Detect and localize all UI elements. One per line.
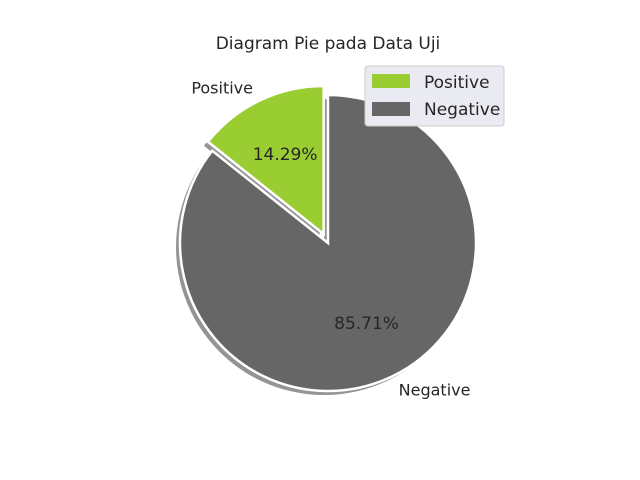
pct-label-negative: 85.71%	[334, 314, 399, 334]
name-label-negative: Negative	[399, 381, 471, 400]
legend-label-negative: Negative	[424, 100, 500, 120]
pct-label-positive: 14.29%	[253, 145, 318, 165]
pie-slice-positive	[206, 84, 325, 237]
slice-labels: 14.29% Positive 85.71% Negative	[191, 78, 470, 399]
pie-slice-negative	[178, 93, 478, 393]
chart-title: Diagram Pie pada Data Uji	[216, 34, 441, 54]
legend: Positive Negative	[364, 65, 505, 127]
name-label-positive: Positive	[191, 78, 253, 97]
legend-swatch-negative	[372, 102, 410, 116]
pie-slices	[178, 84, 478, 393]
legend-label-positive: Positive	[424, 73, 490, 93]
legend-swatch-positive	[372, 74, 410, 88]
